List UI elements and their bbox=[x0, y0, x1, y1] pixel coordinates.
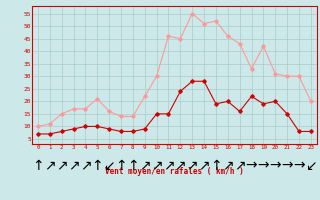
X-axis label: Vent moyen/en rafales ( km/h ): Vent moyen/en rafales ( km/h ) bbox=[105, 167, 244, 176]
